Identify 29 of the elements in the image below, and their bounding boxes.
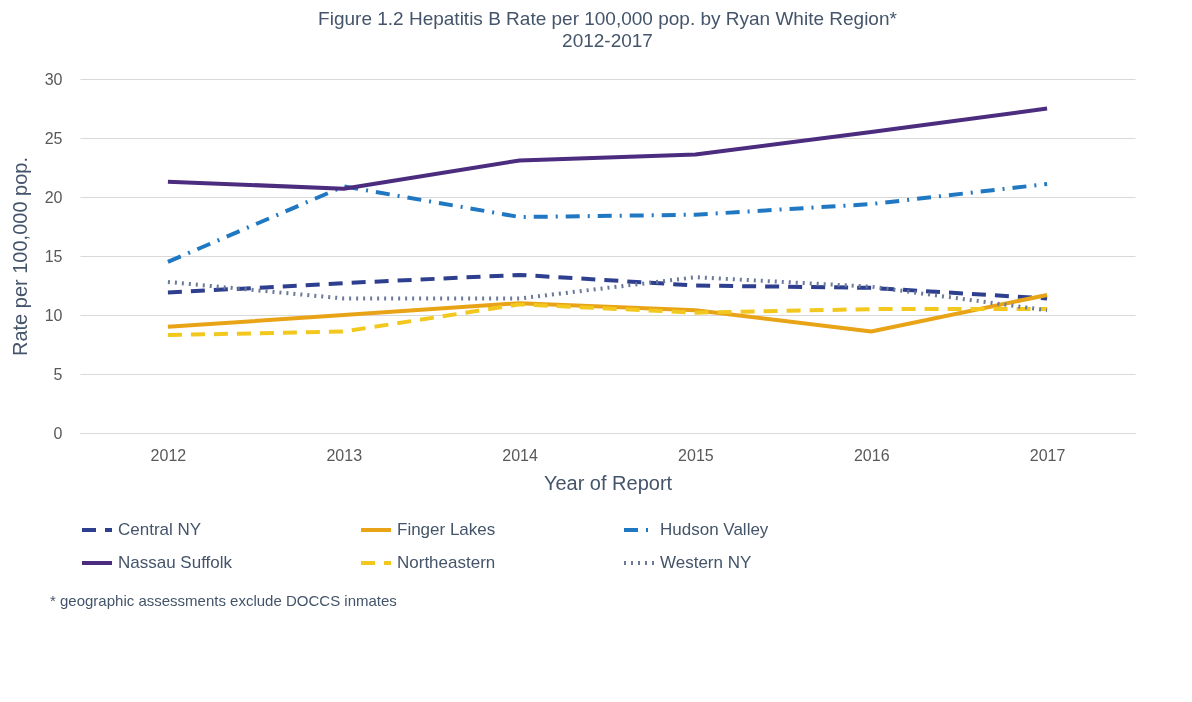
y-tick-label: 20 [44, 188, 63, 206]
y-tick-label: 30 [44, 70, 63, 88]
legend-label: Northeastern [397, 553, 496, 572]
line-series [165, 182, 1050, 264]
line-series [165, 272, 1050, 301]
chart-subtitle: 2012-2017 [562, 30, 653, 51]
chart-title: Figure 1.2 Hepatitis B Rate per 100,000 pop. by Ryan White Region* [318, 8, 898, 29]
x-tick-label: 2012 [150, 446, 187, 464]
y-tick-label: 0 [53, 424, 63, 442]
y-tick-label: 5 [53, 365, 63, 383]
legend-label: Central NY [118, 520, 202, 539]
x-tick-label: 2017 [1029, 446, 1066, 464]
legend-label: Hudson Valley [660, 520, 769, 539]
y-tick-label: 25 [44, 129, 63, 147]
line-series [165, 302, 1050, 338]
y-axis-title: Rate per 100,000 pop. [8, 156, 31, 357]
x-axis-title: Year of Report [543, 471, 673, 494]
text: * geographic assessments exclude DOCCS inmates [50, 592, 398, 609]
x-tick-label: 2016 [853, 446, 890, 464]
line-series [165, 275, 1050, 313]
y-tick-label: 10 [44, 306, 63, 324]
legend-label: Nassau Suffolk [118, 553, 233, 572]
y-tick-label: 15 [44, 247, 63, 265]
line-series [165, 106, 1050, 191]
x-tick-label: 2014 [502, 446, 538, 464]
legend-label: Western NY [660, 553, 752, 572]
legend-label: Finger Lakes [397, 520, 496, 539]
x-tick-label: 2015 [678, 446, 714, 464]
x-tick-label: 2013 [326, 446, 363, 464]
